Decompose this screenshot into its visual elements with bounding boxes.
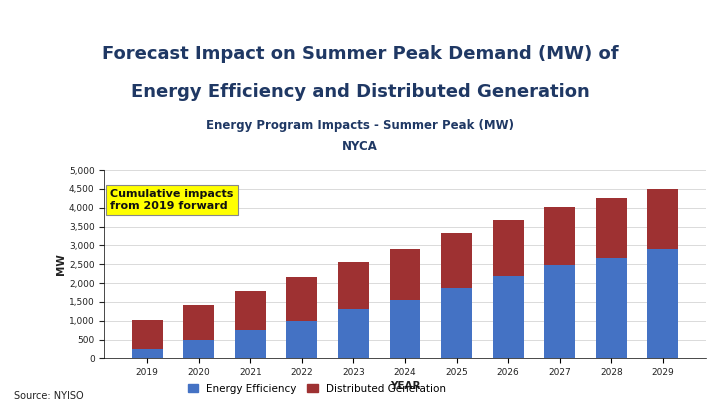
Text: Energy Efficiency and Distributed Generation: Energy Efficiency and Distributed Genera… bbox=[130, 83, 590, 100]
Legend: Energy Efficiency, Distributed Generation: Energy Efficiency, Distributed Generatio… bbox=[184, 379, 450, 398]
Bar bbox=[390, 249, 420, 300]
Bar bbox=[492, 220, 523, 275]
Text: Energy Program Impacts - Summer Peak (MW): Energy Program Impacts - Summer Peak (MW… bbox=[206, 119, 514, 132]
Bar bbox=[287, 321, 318, 358]
Y-axis label: MW: MW bbox=[56, 253, 66, 275]
Bar bbox=[492, 275, 523, 358]
Bar bbox=[595, 258, 626, 358]
Text: Source: NYISO: Source: NYISO bbox=[14, 391, 84, 401]
Bar bbox=[184, 340, 215, 358]
Bar bbox=[595, 198, 626, 258]
Bar bbox=[544, 207, 575, 265]
Bar bbox=[441, 233, 472, 288]
Bar bbox=[338, 309, 369, 358]
Bar bbox=[647, 249, 678, 358]
Bar bbox=[132, 320, 163, 349]
Bar bbox=[647, 189, 678, 249]
Bar bbox=[184, 305, 215, 340]
Text: 4: 4 bbox=[698, 9, 709, 24]
Text: Cumulative impacts
from 2019 forward: Cumulative impacts from 2019 forward bbox=[110, 190, 234, 211]
Bar bbox=[338, 262, 369, 309]
Text: NYCA: NYCA bbox=[342, 140, 378, 153]
Bar bbox=[287, 277, 318, 321]
Bar bbox=[390, 300, 420, 358]
Bar bbox=[441, 288, 472, 358]
X-axis label: YEAR: YEAR bbox=[390, 382, 420, 391]
Bar bbox=[235, 330, 266, 358]
Text: Forecast Impact on Summer Peak Demand (MW) of: Forecast Impact on Summer Peak Demand (M… bbox=[102, 45, 618, 63]
Bar bbox=[132, 349, 163, 358]
Bar bbox=[544, 265, 575, 358]
Bar bbox=[235, 291, 266, 330]
